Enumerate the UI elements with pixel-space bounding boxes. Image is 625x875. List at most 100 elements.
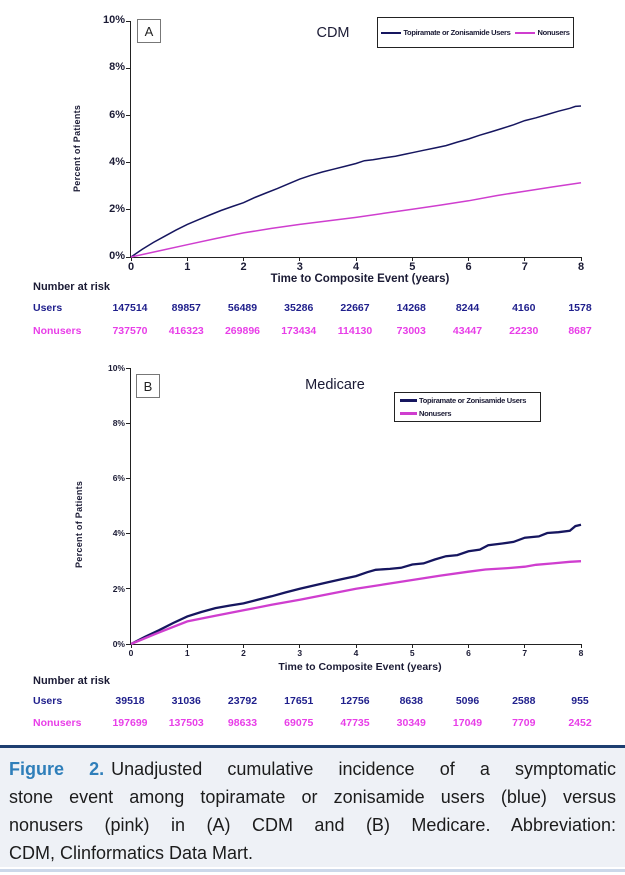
curve-users (130, 523, 582, 646)
panel-b-label: B (143, 378, 153, 394)
legend-line-sample (515, 31, 536, 34)
y-tick-label: 0% (109, 250, 125, 263)
y-tick-mark (126, 533, 131, 535)
x-tick-mark (411, 257, 413, 261)
x-tick-label: 5 (409, 648, 415, 658)
x-tick-mark (411, 644, 413, 648)
legend-item-users: Topiramate or Zonisamide Users (400, 396, 526, 405)
y-tick-label: 4% (112, 528, 125, 539)
x-tick-mark (299, 257, 301, 261)
y-tick-label: 6% (112, 473, 125, 484)
risk-value: 197699 (112, 717, 148, 729)
legend-label: Topiramate or Zonisamide Users (403, 28, 511, 37)
risk-value: 47735 (340, 717, 370, 729)
caption-line-2: stone event among topiramate or zonisami… (9, 787, 616, 807)
panel-a-number-at-risk-label: Number at risk (33, 281, 111, 293)
risk-value: 35286 (284, 302, 314, 314)
x-tick-mark (186, 257, 188, 261)
risk-value: 114130 (337, 325, 373, 337)
risk-value: 2452 (568, 717, 592, 729)
y-tick-label: 2% (112, 583, 125, 594)
legend-item-nonusers: Nonusers (515, 28, 570, 37)
x-tick-label: 2 (240, 261, 247, 273)
y-tick-label: 4% (109, 155, 125, 168)
y-tick-label: 2% (109, 202, 125, 215)
legend-label: Nonusers (537, 28, 570, 37)
x-tick-mark (580, 257, 582, 261)
risk-value: 56489 (227, 302, 258, 314)
panel-a-curves (130, 105, 582, 258)
risk-value: 39518 (115, 695, 145, 707)
risk-value: 7709 (512, 717, 536, 729)
x-tick-mark (299, 644, 301, 648)
risk-row-label-users: Users (33, 302, 63, 314)
risk-value: 22230 (509, 325, 539, 337)
y-tick-label: 0% (112, 638, 125, 649)
x-tick-label: 1 (184, 648, 190, 658)
x-tick-label: 0 (128, 648, 134, 658)
risk-value: 955 (571, 695, 589, 707)
caption-line-1-text: Unadjusted cumulative incidence of a sym… (111, 759, 617, 779)
x-tick-label: 6 (466, 648, 471, 658)
risk-value: 5096 (455, 695, 480, 707)
panel-b-label-box: B (136, 374, 160, 398)
caption-line-4: CDM, Clinformatics Data Mart. (9, 843, 254, 863)
panel-b-title: Medicare (305, 377, 365, 393)
caption-line-3: nonusers (pink) in (A) CDM and (B) Medic… (9, 815, 616, 835)
caption-body: Figure 2. Unadjusted cumulative incidence… (0, 748, 625, 867)
panel-b-number-at-risk-label: Number at risk (33, 675, 111, 687)
panel-b-x-axis-title: Time to Composite Event (years) (278, 661, 442, 673)
y-tick-mark (126, 477, 131, 479)
y-tick-label: 8% (112, 417, 125, 428)
y-tick-mark (126, 643, 131, 645)
risk-value: 1578 (568, 302, 592, 314)
caption-top-rule (0, 745, 625, 748)
risk-value: 2588 (512, 695, 536, 707)
risk-value: 4160 (512, 302, 536, 314)
panel-a: A CDM Topiramate or Zonisamide Users Nonu… (0, 0, 625, 360)
risk-value: 416323 (168, 325, 204, 337)
y-tick-mark (126, 588, 131, 590)
x-tick-label: 8 (577, 261, 585, 273)
risk-value: 137503 (168, 717, 204, 729)
x-tick-label: 0 (127, 261, 135, 273)
x-tick-label: 4 (352, 261, 360, 273)
x-tick-mark (524, 644, 526, 648)
risk-value: 147514 (112, 302, 148, 314)
legend-label: Topiramate or Zonisamide Users (419, 396, 527, 406)
y-tick-mark (126, 67, 131, 69)
y-tick-mark (126, 114, 131, 116)
x-tick-label: 4 (353, 648, 359, 658)
x-tick-mark (355, 257, 357, 261)
legend-line-sample (400, 411, 417, 415)
risk-value: 30349 (396, 717, 426, 729)
risk-value: 22667 (340, 302, 370, 314)
x-tick-label: 7 (522, 648, 528, 658)
legend-line-sample (381, 31, 402, 34)
y-tick-mark (126, 162, 131, 164)
legend-label: Nonusers (419, 408, 452, 418)
x-tick-mark (580, 644, 582, 648)
legend-item-nonusers: Nonusers (400, 408, 452, 418)
caption-line-1: Figure 2. Unadjusted cumulative incidence… (9, 755, 616, 783)
panel-b-curves (130, 523, 582, 646)
x-tick-mark (186, 644, 188, 648)
x-tick-label: 1 (184, 261, 191, 273)
curve-users (130, 105, 582, 258)
panel-b: B Medicare Topiramate or Zonisamide User… (0, 360, 625, 745)
x-tick-label: 7 (521, 261, 528, 273)
x-tick-mark (524, 257, 526, 261)
panel-b-plot-area: 0% 2% 4% 6% 8% 10% 0 1 2 3 4 5 6 7 8 (108, 363, 583, 658)
risk-value: 8244 (455, 302, 480, 314)
legend-item-users: Topiramate or Zonisamide Users (381, 28, 511, 37)
risk-value: 89857 (171, 302, 201, 314)
y-tick-label: 6% (109, 108, 125, 121)
panel-b-legend: Topiramate or Zonisamide Users Nonusers (394, 392, 541, 422)
x-tick-mark (130, 644, 132, 648)
risk-value: 31036 (171, 695, 201, 707)
risk-value: 269896 (224, 325, 261, 337)
legend-line-sample (400, 399, 417, 403)
risk-value: 173434 (281, 325, 317, 337)
risk-value: 43447 (452, 325, 483, 337)
